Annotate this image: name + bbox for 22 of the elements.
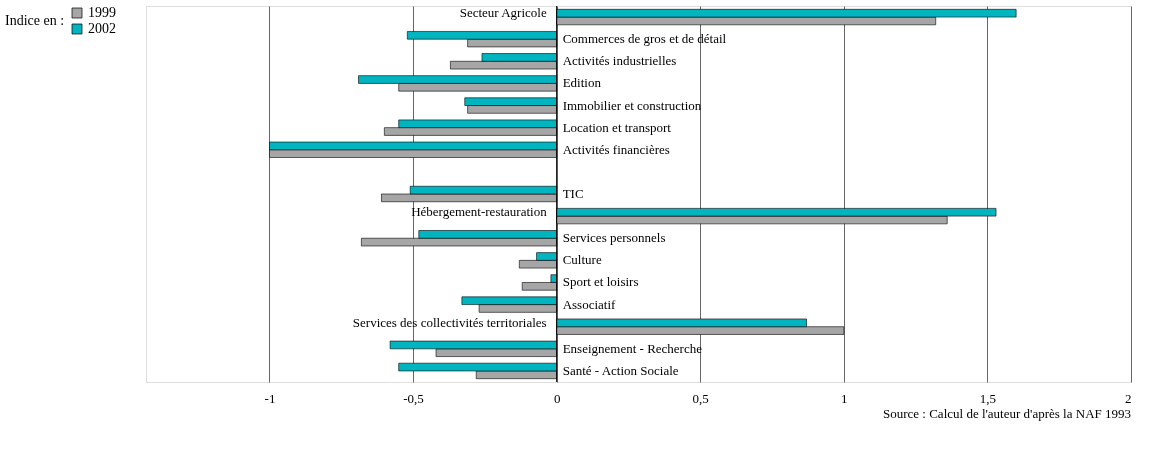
legend-title: Indice en : (5, 13, 65, 28)
y-tick-label: Location et transport (562, 119, 672, 135)
y-tick-label: Activités financières (562, 141, 670, 157)
y-tick-label: Associatif (562, 296, 617, 312)
legend-label: 2002 (88, 21, 116, 36)
x-tick-label: 1 (841, 390, 848, 406)
y-tick-label: Santé - Action Sociale (562, 362, 679, 378)
y-tick-label: TIC (562, 186, 584, 201)
source-note: Source : Calcul de l'auteur d'après la NAF 1993 (882, 406, 1131, 421)
legend-label: 1999 (88, 5, 116, 20)
y-tick-label: Sport et loisirs (562, 274, 639, 290)
x-tick-label: 0,5 (692, 390, 709, 406)
x-tick-label: 1,5 (979, 390, 997, 406)
y-tick-label: Secteur Agricole (459, 5, 547, 21)
y-tick-label: Culture (562, 252, 602, 268)
y-tick-label: Services personnels (562, 230, 666, 246)
x-tick-label: -1 (264, 390, 276, 406)
x-tick-label: 0 (553, 390, 561, 406)
y-tick-label: Edition (562, 75, 602, 91)
x-tick-label: -0,5 (403, 390, 424, 406)
x-tick-label: 2 (1125, 390, 1132, 406)
y-tick-label: Activités industrielles (562, 53, 677, 69)
